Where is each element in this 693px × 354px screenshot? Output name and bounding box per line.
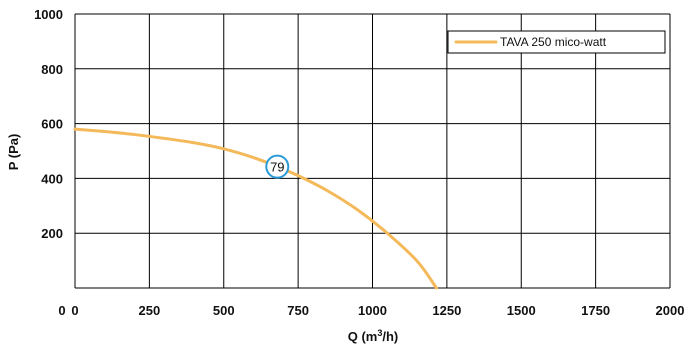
legend: TAVA 250 mico-watt — [447, 30, 666, 54]
operating-point-label: 79 — [270, 160, 284, 175]
annotations: 79 — [265, 154, 290, 179]
x-tick-label: 250 — [139, 303, 161, 318]
x-tick-label: 1000 — [358, 303, 387, 318]
grid — [74, 13, 671, 289]
x-tick-label: 1750 — [581, 303, 610, 318]
x-tick-label: 500 — [213, 303, 235, 318]
legend-box — [447, 30, 666, 54]
series-layer — [73, 127, 438, 290]
legend-label: TAVA 250 mico-watt — [500, 35, 607, 49]
y-tick-label: 800 — [41, 62, 63, 77]
y-tick-label: 200 — [41, 226, 63, 241]
x-tick-label: 0 — [71, 303, 78, 318]
x-tick-label: 750 — [287, 303, 309, 318]
x-tick-label: 1250 — [432, 303, 461, 318]
operating-point-marker — [265, 154, 290, 179]
series-line — [73, 127, 438, 290]
y-axis-label: P (Pa) — [6, 134, 21, 171]
y-tick-label: 1000 — [34, 7, 63, 22]
y-tick-label: 400 — [41, 171, 63, 186]
x-tick-label: 2000 — [656, 303, 685, 318]
x-axis-label: Q (m3/h) — [348, 328, 399, 344]
y-tick-label: 0 — [58, 303, 65, 318]
x-tick-label: 1500 — [507, 303, 536, 318]
y-tick-label: 600 — [41, 117, 63, 132]
ticks: 0 250 500 750 1000 1250 1500 1750 2000 200 400 600 8… — [34, 7, 684, 318]
